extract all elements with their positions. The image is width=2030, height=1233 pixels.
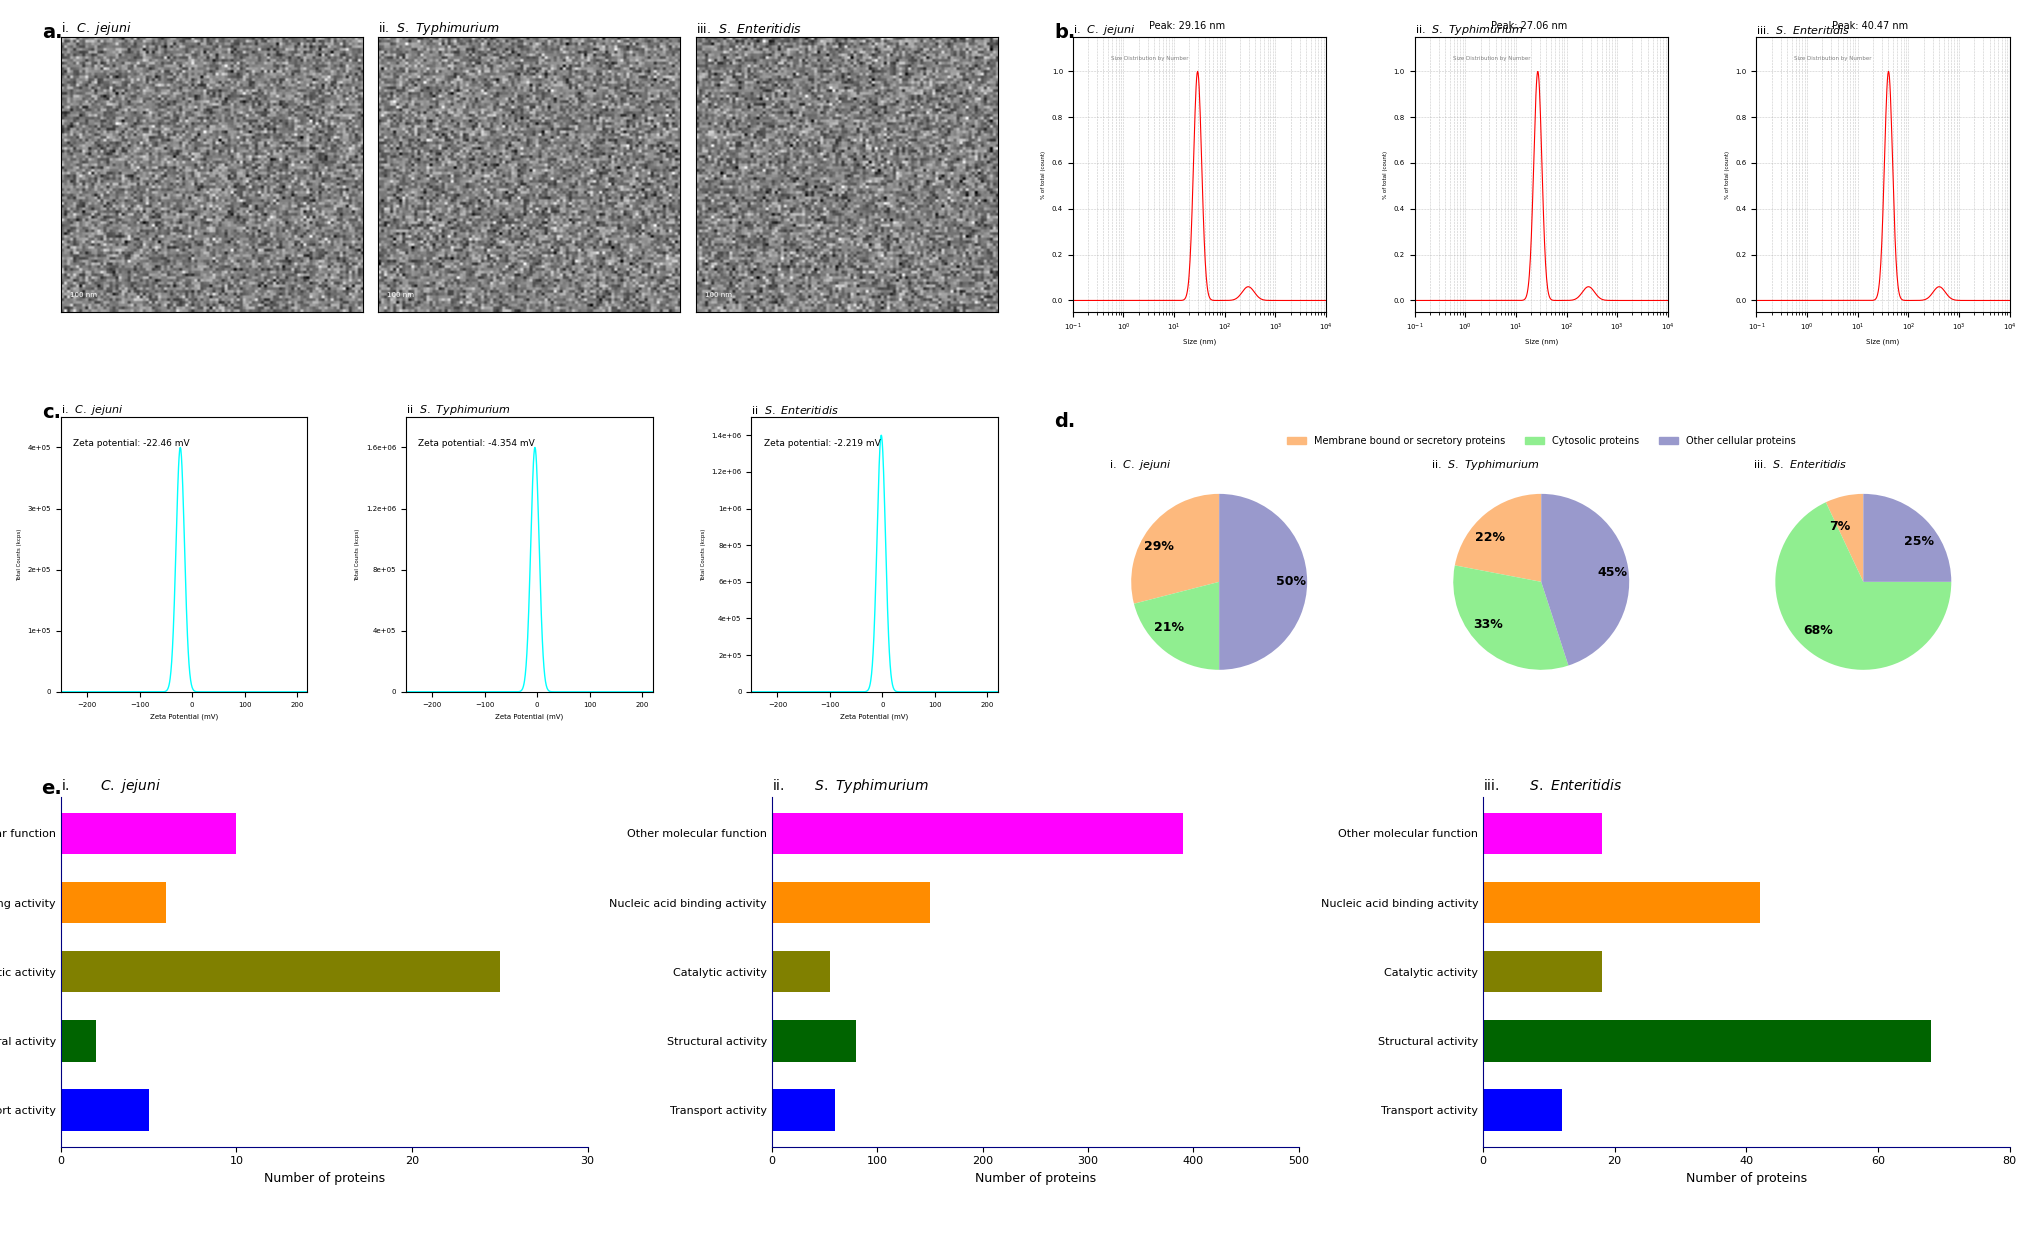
Wedge shape xyxy=(1131,494,1220,604)
Text: i.  $\it{C.\ jejuni}$: i. $\it{C.\ jejuni}$ xyxy=(61,403,124,417)
Text: iii.       $\it{S.\ Enteritidis}$: iii. $\it{S.\ Enteritidis}$ xyxy=(1484,778,1622,793)
Text: Peak: 40.47 nm: Peak: 40.47 nm xyxy=(1833,21,1908,32)
Y-axis label: % of total (count): % of total (count) xyxy=(1041,150,1045,199)
Text: i.  $\it{C.\ jejuni}$: i. $\it{C.\ jejuni}$ xyxy=(1108,457,1171,472)
Text: ii.  $\it{S.}$ $\it{Typhimurium}$: ii. $\it{S.}$ $\it{Typhimurium}$ xyxy=(1415,23,1522,37)
Text: 25%: 25% xyxy=(1904,535,1935,547)
Text: i.  $\it{C.\ jejuni}$: i. $\it{C.\ jejuni}$ xyxy=(61,20,132,37)
Wedge shape xyxy=(1456,494,1541,582)
Wedge shape xyxy=(1825,494,1864,582)
X-axis label: Zeta Potential (mV): Zeta Potential (mV) xyxy=(150,713,219,720)
Wedge shape xyxy=(1864,494,1951,582)
Bar xyxy=(61,951,499,993)
Text: 7%: 7% xyxy=(1829,519,1851,533)
Bar xyxy=(771,951,830,993)
Text: c.: c. xyxy=(43,403,61,422)
Bar xyxy=(1484,813,1602,854)
Text: Zeta potential: -4.354 mV: Zeta potential: -4.354 mV xyxy=(418,439,536,448)
Wedge shape xyxy=(1135,582,1220,670)
Text: ii.  $\it{S.\ Typhimurium}$: ii. $\it{S.\ Typhimurium}$ xyxy=(378,20,499,37)
Bar xyxy=(1484,1089,1561,1131)
Text: iii.  $\it{S.\ Enteritidis}$: iii. $\it{S.\ Enteritidis}$ xyxy=(696,22,802,36)
Wedge shape xyxy=(1776,502,1951,670)
Text: Zeta potential: -22.46 mV: Zeta potential: -22.46 mV xyxy=(73,439,191,448)
Text: 50%: 50% xyxy=(1277,576,1307,588)
Text: 21%: 21% xyxy=(1155,620,1183,634)
Text: ii  $\it{S.\ Enteritidis}$: ii $\it{S.\ Enteritidis}$ xyxy=(751,404,838,416)
Text: 22%: 22% xyxy=(1474,531,1504,544)
Text: i.  $\it{C.\ jejuni}$: i. $\it{C.\ jejuni}$ xyxy=(1072,23,1135,37)
X-axis label: Size (nm): Size (nm) xyxy=(1183,339,1216,345)
Bar xyxy=(771,813,1183,854)
Wedge shape xyxy=(1541,494,1630,666)
Text: Peak: 27.06 nm: Peak: 27.06 nm xyxy=(1490,21,1567,32)
Y-axis label: % of total (count): % of total (count) xyxy=(1726,150,1730,199)
Text: ii.  $\it{S.\ Typhimurium}$: ii. $\it{S.\ Typhimurium}$ xyxy=(1431,457,1539,472)
Text: 45%: 45% xyxy=(1598,566,1628,580)
Text: Size Distribution by Number: Size Distribution by Number xyxy=(1795,57,1872,62)
Y-axis label: Total Counts (kcps): Total Counts (kcps) xyxy=(355,528,361,581)
Bar xyxy=(61,882,166,924)
Text: 100 nm: 100 nm xyxy=(704,292,731,298)
X-axis label: Number of proteins: Number of proteins xyxy=(264,1173,386,1185)
Bar xyxy=(61,1089,148,1131)
Wedge shape xyxy=(1453,566,1569,670)
Text: Size Distribution by Number: Size Distribution by Number xyxy=(1110,57,1188,62)
Y-axis label: Total Counts (kcps): Total Counts (kcps) xyxy=(700,528,706,581)
Text: 100 nm: 100 nm xyxy=(388,292,414,298)
Text: Size Distribution by Number: Size Distribution by Number xyxy=(1453,57,1531,62)
Text: 33%: 33% xyxy=(1474,618,1504,631)
Text: i.       $\it{C.\ jejuni}$: i. $\it{C.\ jejuni}$ xyxy=(61,777,160,795)
Bar xyxy=(1484,882,1760,924)
Text: ii.       $\it{S.\ Typhimurium}$: ii. $\it{S.\ Typhimurium}$ xyxy=(771,777,930,795)
X-axis label: Zeta Potential (mV): Zeta Potential (mV) xyxy=(840,713,909,720)
X-axis label: Number of proteins: Number of proteins xyxy=(1685,1173,1807,1185)
Text: b.: b. xyxy=(1054,23,1076,42)
Text: iii.  $\it{S.\ Enteritidis}$: iii. $\it{S.\ Enteritidis}$ xyxy=(1754,457,1847,470)
Wedge shape xyxy=(1220,494,1307,670)
Bar xyxy=(61,1020,95,1062)
Bar xyxy=(1484,1020,1931,1062)
Y-axis label: % of total (count): % of total (count) xyxy=(1382,150,1389,199)
Text: iii.  $\it{S.\ Enteritidis}$: iii. $\it{S.\ Enteritidis}$ xyxy=(1756,25,1851,36)
Bar xyxy=(1484,951,1602,993)
Legend: Membrane bound or secretory proteins, Cytosolic proteins, Other cellular protein: Membrane bound or secretory proteins, Cy… xyxy=(1283,432,1799,450)
Text: Zeta potential: -2.219 mV: Zeta potential: -2.219 mV xyxy=(763,439,881,448)
Text: 100 nm: 100 nm xyxy=(69,292,97,298)
Bar xyxy=(771,1089,834,1131)
Text: ii  $\it{S.\ Typhimurium}$: ii $\it{S.\ Typhimurium}$ xyxy=(406,403,512,417)
Bar xyxy=(771,1020,857,1062)
Bar xyxy=(61,813,235,854)
Text: 68%: 68% xyxy=(1803,624,1833,636)
Text: a.: a. xyxy=(43,23,63,42)
X-axis label: Zeta Potential (mV): Zeta Potential (mV) xyxy=(495,713,564,720)
X-axis label: Number of proteins: Number of proteins xyxy=(974,1173,1096,1185)
Y-axis label: Total Counts (kcps): Total Counts (kcps) xyxy=(16,528,22,581)
X-axis label: Size (nm): Size (nm) xyxy=(1866,339,1900,345)
X-axis label: Size (nm): Size (nm) xyxy=(1525,339,1557,345)
Text: d.: d. xyxy=(1054,412,1076,432)
Bar xyxy=(771,882,930,924)
Text: e.: e. xyxy=(41,779,63,798)
Text: Peak: 29.16 nm: Peak: 29.16 nm xyxy=(1149,21,1224,32)
Text: 29%: 29% xyxy=(1145,540,1173,554)
